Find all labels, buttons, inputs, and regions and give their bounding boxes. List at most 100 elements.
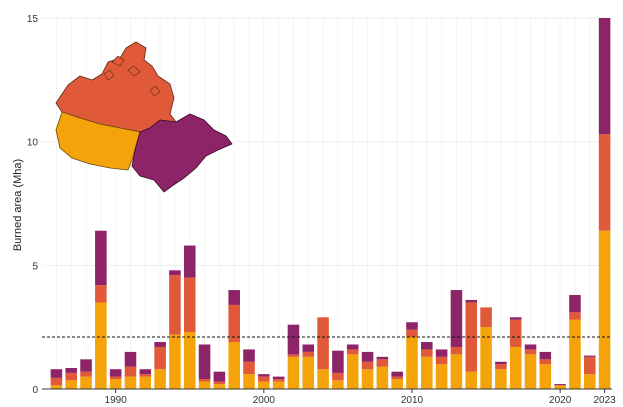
bar-segment-2014-2 xyxy=(465,299,478,303)
bar-segment-2010-1 xyxy=(406,329,418,338)
bar-segment-1993-0 xyxy=(154,369,166,389)
bar-segment-2019-2 xyxy=(539,351,552,360)
bar-segment-2006-2 xyxy=(346,344,359,350)
bar-segment-1999-2 xyxy=(243,349,255,362)
bar-segment-2009-2 xyxy=(391,371,403,377)
bar-segment-1998-2 xyxy=(228,290,240,305)
bar-segment-2013-0 xyxy=(450,354,463,389)
bar-segment-1988-1 xyxy=(80,371,92,377)
bar-segment-2018-0 xyxy=(524,354,537,389)
bar-segment-1991-2 xyxy=(124,351,137,367)
bars xyxy=(50,18,611,389)
bar-segment-2023-2 xyxy=(598,18,611,135)
bar-segment-1986-1 xyxy=(50,377,63,386)
bar-segment-2013-2 xyxy=(450,290,463,347)
canada-map-icon xyxy=(55,41,233,193)
bar-segment-2011-2 xyxy=(421,342,433,350)
x-tick-label: 2020 xyxy=(549,395,572,406)
bar-segment-2020-0 xyxy=(554,385,566,389)
bar-segment-1991-0 xyxy=(124,376,137,389)
bar-segment-1986-2 xyxy=(50,369,63,378)
bar-segment-1989-2 xyxy=(95,230,107,286)
bar-segment-2022-0 xyxy=(583,374,596,389)
bar-segment-1996-0 xyxy=(198,381,211,389)
bar-segment-2015-1 xyxy=(480,307,492,328)
bar-segment-1998-0 xyxy=(228,342,240,389)
x-tick-label: 2010 xyxy=(401,395,424,406)
bar-segment-1992-1 xyxy=(139,374,152,377)
bar-segment-2012-2 xyxy=(435,349,448,357)
bar-segment-2009-0 xyxy=(391,379,403,389)
bar-segment-2005-2 xyxy=(332,350,344,373)
bar-segment-2000-2 xyxy=(258,374,270,377)
bar-segment-2016-1 xyxy=(495,364,507,370)
bar-segment-1990-2 xyxy=(109,369,122,377)
bar-segment-2007-0 xyxy=(361,369,374,389)
bar-segment-2008-2 xyxy=(376,356,389,360)
x-axis-ticks: 1990 2000 2010 2020 2023 xyxy=(105,389,616,406)
bar-segment-2020-2 xyxy=(554,384,566,386)
bar-segment-2013-1 xyxy=(450,346,463,355)
y-tick-label: 10 xyxy=(27,138,39,149)
bar-segment-1999-1 xyxy=(243,361,255,375)
bar-segment-2014-0 xyxy=(465,371,478,389)
bar-segment-1988-2 xyxy=(80,359,92,372)
bar-segment-1997-2 xyxy=(213,371,226,382)
bar-segment-2001-2 xyxy=(272,376,285,380)
y-tick-label: 5 xyxy=(32,261,38,272)
y-axis-ticks: 0 5 10 15 xyxy=(27,14,39,396)
bar-segment-2007-2 xyxy=(361,351,374,362)
bar-segment-2002-0 xyxy=(287,356,300,389)
bar-segment-1994-2 xyxy=(169,270,181,276)
bar-segment-2011-1 xyxy=(421,349,433,357)
y-axis-label: Burned area (Mha) xyxy=(12,159,24,251)
bar-segment-2019-0 xyxy=(539,364,552,389)
bar-segment-1992-0 xyxy=(139,376,152,389)
bar-segment-2019-1 xyxy=(539,359,552,365)
x-tick-label: 2000 xyxy=(253,395,276,406)
y-tick-label: 15 xyxy=(27,14,39,25)
bar-segment-1987-0 xyxy=(65,380,78,389)
bar-segment-2011-0 xyxy=(421,356,433,389)
map-region-east xyxy=(131,113,233,193)
bar-segment-1986-0 xyxy=(50,385,63,389)
bar-segment-1996-1 xyxy=(198,379,211,382)
bar-segment-2014-1 xyxy=(465,302,478,372)
bar-segment-1994-1 xyxy=(169,275,181,335)
bar-segment-1987-2 xyxy=(65,367,78,373)
bar-segment-2000-1 xyxy=(258,376,270,382)
bar-segment-2021-0 xyxy=(569,319,581,389)
bar-segment-1994-0 xyxy=(169,334,181,389)
bar-segment-2000-0 xyxy=(258,381,270,389)
bar-segment-2018-2 xyxy=(524,344,537,350)
bar-segment-1997-1 xyxy=(213,381,226,385)
bar-segment-2006-0 xyxy=(346,354,359,389)
y-tick-label: 0 xyxy=(32,385,38,396)
bar-segment-2008-1 xyxy=(376,359,389,367)
bar-segment-1989-1 xyxy=(95,285,107,303)
x-tick-label: 1990 xyxy=(105,395,128,406)
bar-segment-1988-0 xyxy=(80,376,92,389)
bar-segment-2017-2 xyxy=(509,317,522,320)
bar-segment-2012-0 xyxy=(435,364,448,389)
bar-segment-1993-1 xyxy=(154,346,166,370)
bar-segment-2022-1 xyxy=(583,356,596,375)
bar-segment-2001-1 xyxy=(272,379,285,382)
x-tick-label: 2023 xyxy=(593,395,616,406)
bar-segment-2002-1 xyxy=(287,354,300,357)
bar-segment-1991-1 xyxy=(124,366,137,377)
bar-segment-2006-1 xyxy=(346,349,359,355)
bar-segment-2015-0 xyxy=(480,327,492,389)
bar-segment-1992-2 xyxy=(139,369,152,375)
bar-segment-2003-2 xyxy=(302,344,315,352)
bar-segment-2023-1 xyxy=(598,134,611,231)
bar-segment-2007-1 xyxy=(361,361,374,370)
bar-segment-1993-2 xyxy=(154,342,166,347)
bar-segment-2005-0 xyxy=(332,380,344,389)
bar-segment-1995-1 xyxy=(183,277,196,333)
bar-segment-2022-2 xyxy=(583,355,596,357)
bar-segment-2017-0 xyxy=(509,346,522,389)
bar-segment-2005-1 xyxy=(332,372,344,381)
bar-segment-1987-1 xyxy=(65,372,78,381)
